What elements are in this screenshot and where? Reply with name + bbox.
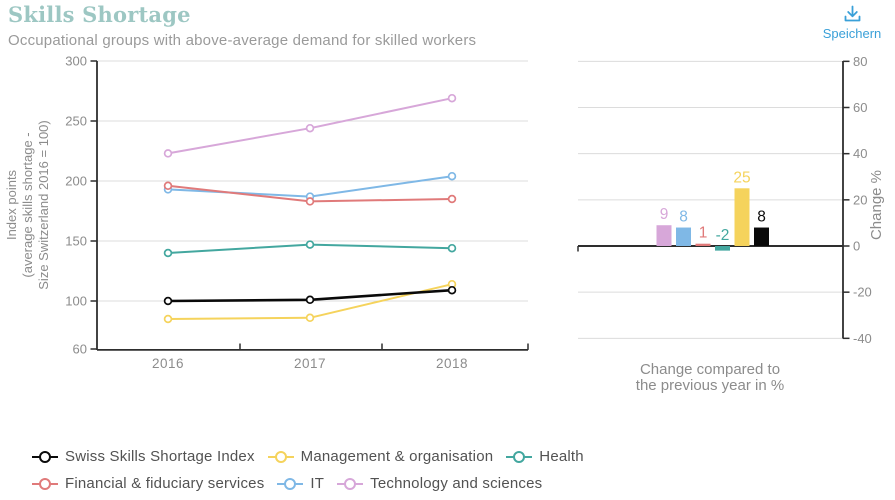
legend-marker-icon xyxy=(277,477,304,490)
legend-row: Swiss Skills Shortage Index Management & … xyxy=(32,448,584,465)
legend-marker-icon xyxy=(506,450,533,463)
legend-item-label: IT xyxy=(310,475,325,492)
x-tick-label: 2017 xyxy=(294,356,326,371)
legend-item-label: Swiss Skills Shortage Index xyxy=(65,448,255,465)
y-axis-title: Index points (average skills shortage - Si… xyxy=(4,120,51,289)
y-tick-label: 100 xyxy=(65,294,87,309)
download-icon xyxy=(844,5,860,22)
y-tick-label: 150 xyxy=(65,234,87,249)
x-axis-caption-line: the previous year in % xyxy=(636,377,784,394)
point-health-2018 xyxy=(447,243,457,253)
point-technology-and-sciences-2016 xyxy=(163,149,173,158)
legend-marker-icon xyxy=(32,450,58,463)
x-tick-label: 2018 xyxy=(436,356,468,371)
point-swiss-skills-shortage-index-2018 xyxy=(447,285,457,295)
legend-marker-circle xyxy=(274,450,287,463)
bar-it xyxy=(676,227,691,246)
y-tick-label: -20 xyxy=(853,285,872,300)
legend-item-label: Health xyxy=(539,448,584,465)
y-axis-title-line: Change % xyxy=(868,170,885,240)
point-swiss-skills-shortage-index-2016 xyxy=(163,296,173,306)
legend-marker-circle xyxy=(513,450,526,463)
legend-item-label: Management & organisation xyxy=(300,448,494,465)
y-tick-label: 0 xyxy=(853,239,860,254)
bar-value-label: 25 xyxy=(733,169,750,186)
legend-marker-circle xyxy=(344,477,357,490)
y-axis-title-line: Size Switzerland 2016 = 100) xyxy=(36,120,51,289)
x-axis-caption-line: Change compared to xyxy=(640,361,780,378)
legend-marker-circle xyxy=(284,477,297,490)
y-tick-label: 40 xyxy=(853,146,867,161)
bar-swiss-skills-shortage-index xyxy=(754,227,769,246)
change-bar-chart: 80 60 40 20 0 -20 -40 9 8 1 -2 25 8 Change compared t… xyxy=(558,54,895,402)
bar-financial-fiduciary-services xyxy=(695,243,711,246)
bar-value-label: 1 xyxy=(699,225,708,242)
legend-marker-circle xyxy=(39,450,51,463)
point-management-organisation-2017 xyxy=(305,313,315,323)
y-tick-label: 250 xyxy=(65,114,87,129)
bar-health xyxy=(715,246,730,251)
y-tick-label: 80 xyxy=(853,55,867,69)
index-line-chart: 300 250 200 150 100 60 2016 2017 2018 Index point… xyxy=(0,54,545,402)
y-tick-label: 20 xyxy=(853,192,867,207)
point-health-2016 xyxy=(163,248,173,258)
bar-value-label: 8 xyxy=(679,209,688,226)
y-axis-title: Change % xyxy=(868,170,885,240)
point-health-2017 xyxy=(305,240,315,249)
point-technology-and-sciences-2017 xyxy=(305,123,315,133)
page-title: Skills Shortage xyxy=(8,2,191,27)
y-tick-label: -40 xyxy=(853,331,872,346)
bar-management-organisation xyxy=(734,188,750,246)
chart-legend: Swiss Skills Shortage Index Management & … xyxy=(32,448,584,492)
point-it-2018 xyxy=(447,171,457,181)
y-axis-title-line: (average skills shortage - xyxy=(20,132,35,277)
legend-marker-circle xyxy=(39,477,51,490)
chart-subtitle: Occupational groups with above-average d… xyxy=(8,32,477,49)
bar-value-label: -2 xyxy=(716,227,730,244)
point-financial-fiduciary-services-2017 xyxy=(305,197,315,206)
save-button-label: Speichern xyxy=(822,26,882,41)
y-tick-label: 60 xyxy=(853,100,867,115)
legend-item-health[interactable]: Health xyxy=(506,448,584,465)
legend-item-financial-fiduciary-services[interactable]: Financial & fiduciary services xyxy=(32,475,264,492)
point-technology-and-sciences-2018 xyxy=(447,93,457,103)
bar-value-label: 9 xyxy=(660,206,669,223)
legend-item-it[interactable]: IT xyxy=(277,475,324,492)
x-tick-label: 2016 xyxy=(152,356,184,371)
bar-technology-and-sciences xyxy=(656,225,672,246)
point-financial-fiduciary-services-2016 xyxy=(163,181,173,191)
y-axis-title-line: Index points xyxy=(4,169,19,240)
y-tick-label: 200 xyxy=(65,174,87,189)
point-financial-fiduciary-services-2018 xyxy=(447,194,457,204)
save-button[interactable]: Speichern xyxy=(813,4,891,41)
legend-marker-icon xyxy=(267,450,294,463)
y-tick-label: 300 xyxy=(65,55,87,69)
legend-marker-icon xyxy=(337,477,364,490)
point-management-organisation-2016 xyxy=(163,314,173,324)
point-swiss-skills-shortage-index-2017 xyxy=(305,295,315,305)
legend-row: Financial & fiduciary services IT Technolo… xyxy=(32,475,584,492)
bar-value-label: 8 xyxy=(757,209,766,226)
legend-item-management-organisation[interactable]: Management & organisation xyxy=(267,448,494,465)
legend-item-label: Technology and sciences xyxy=(370,475,543,492)
legend-marker-icon xyxy=(32,477,58,490)
legend-item-technology-and-sciences[interactable]: Technology and sciences xyxy=(337,475,542,492)
y-tick-label: 60 xyxy=(73,342,87,357)
legend-item-label: Financial & fiduciary services xyxy=(65,475,265,492)
legend-item-swiss-skills-shortage-index[interactable]: Swiss Skills Shortage Index xyxy=(32,448,255,465)
